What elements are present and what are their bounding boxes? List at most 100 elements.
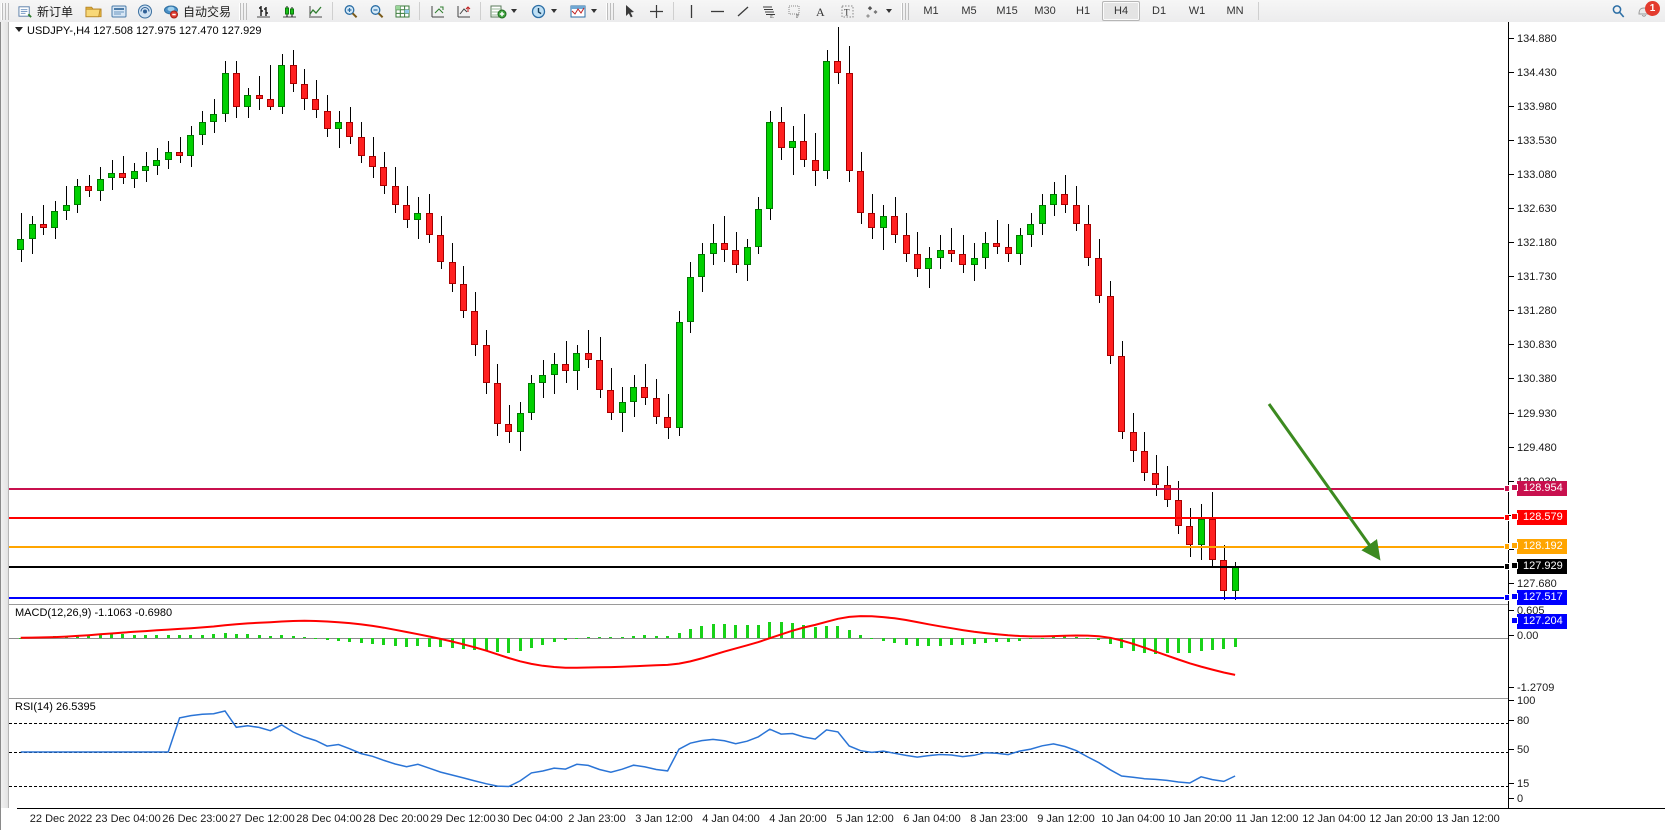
time-axis[interactable]: 22 Dec 2022 23 Dec 04:00 26 Dec 23:00 27 De… xyxy=(17,808,1665,831)
toolbar-grip-2[interactable] xyxy=(239,2,248,20)
level-line-stop-loss-1[interactable] xyxy=(9,596,1509,599)
price-axis[interactable]: 134.880 134.430 133.980 133.530 133.080 132.6… xyxy=(1508,22,1665,808)
macd-histogram-bar xyxy=(1086,637,1090,639)
timeframe-m1[interactable]: M1 xyxy=(923,5,939,17)
macd-histogram-bar xyxy=(802,624,806,638)
timeframe-m5[interactable]: M5 xyxy=(961,5,977,17)
bar-chart-button[interactable] xyxy=(250,0,276,22)
level-line-take-profit-2[interactable] xyxy=(9,488,1509,491)
price-chart-panel[interactable] xyxy=(9,22,1509,602)
macd-tick: -1.2709 xyxy=(1509,682,1554,694)
fibonacci-button[interactable]: E xyxy=(756,0,782,22)
period-caret-icon[interactable] xyxy=(551,9,558,13)
notification-button[interactable]: 1 xyxy=(1631,0,1665,22)
chart-shift-button[interactable] xyxy=(424,0,450,22)
macd-indicator-panel[interactable]: MACD(12,26,9) -1.1063 -0.6980 xyxy=(9,604,1509,697)
chart-menu-caret-icon[interactable] xyxy=(15,27,23,32)
text-button[interactable]: A xyxy=(808,0,834,22)
svg-text:E: E xyxy=(770,14,774,20)
timeframe-m30[interactable]: M30 xyxy=(1034,5,1056,17)
folder-button[interactable] xyxy=(80,0,106,22)
time-tick: 30 Dec 04:00 xyxy=(497,813,563,825)
toolbar-grip-3[interactable] xyxy=(606,2,615,20)
trendline-button[interactable] xyxy=(730,0,756,22)
search-button[interactable] xyxy=(1605,0,1631,22)
price-label-stop-loss-2[interactable]: 127.204 xyxy=(1511,613,1567,629)
timeframe-d1[interactable]: D1 xyxy=(1152,5,1167,17)
grid-button[interactable] xyxy=(389,0,415,22)
candlestick-chart-button[interactable] xyxy=(276,0,302,22)
zoom-in-button[interactable] xyxy=(337,0,363,22)
level-handle-entry-level[interactable] xyxy=(1504,542,1509,550)
cursor-tool-button[interactable] xyxy=(617,0,643,22)
auto-trading-button[interactable]: 自动交易 xyxy=(158,0,238,22)
indicators-icon xyxy=(489,2,507,20)
candle-wick xyxy=(644,363,646,406)
down-trend-arrow[interactable] xyxy=(9,22,1509,602)
macd-histogram-bar xyxy=(382,637,386,645)
chart-title: USDJPY-,H4 127.508 127.975 127.470 127.9… xyxy=(15,25,261,37)
macd-histogram-bar xyxy=(620,636,624,638)
timeframe-w1[interactable]: W1 xyxy=(1188,5,1206,17)
macd-histogram-bar xyxy=(427,637,431,647)
level-line-take-profit-1[interactable] xyxy=(9,516,1509,519)
rsi-tick: 100 xyxy=(1509,695,1535,707)
timeframe-h4[interactable]: H4 xyxy=(1102,1,1141,21)
svg-text:T: T xyxy=(844,7,850,17)
new-order-button[interactable]: 新订单 xyxy=(12,0,80,22)
level-handle-take-profit-1[interactable] xyxy=(1504,513,1509,521)
level-line-bid-price[interactable] xyxy=(9,565,1509,568)
candle-wick xyxy=(20,212,22,262)
horizontal-line-button[interactable] xyxy=(704,0,730,22)
indicators-button[interactable] xyxy=(485,0,525,22)
indicators-caret-icon[interactable] xyxy=(511,9,518,13)
price-label-take-profit-2[interactable]: 128.954 xyxy=(1511,481,1567,497)
chart-window[interactable]: USDJPY-,H4 127.508 127.975 127.470 127.9… xyxy=(0,22,1665,831)
level-handle-take-profit-2[interactable] xyxy=(1504,485,1509,493)
vertical-line-button[interactable] xyxy=(678,0,704,22)
price-label-bid-price[interactable]: 127.929 xyxy=(1511,558,1567,574)
channel-button[interactable]: F xyxy=(782,0,808,22)
shapes-caret-icon[interactable] xyxy=(886,9,893,13)
toolbar-grip[interactable] xyxy=(1,2,9,20)
auto-scroll-button[interactable] xyxy=(450,0,476,22)
price-label-stop-loss-1[interactable]: 127.517 xyxy=(1511,589,1567,605)
chart-plot-area[interactable]: USDJPY-,H4 127.508 127.975 127.470 127.9… xyxy=(9,22,1665,831)
candle-body xyxy=(471,310,479,345)
zoom-in-icon xyxy=(341,2,359,20)
candle-body xyxy=(754,208,762,247)
candle-wick xyxy=(259,76,260,111)
timeframe-mn[interactable]: MN xyxy=(1226,5,1244,17)
price-tick: 133.980 xyxy=(1509,101,1557,113)
candle-wick xyxy=(588,329,590,368)
macd-histogram-bar xyxy=(257,634,261,638)
macd-histogram-bar xyxy=(212,634,216,638)
templates-button[interactable] xyxy=(565,0,605,22)
zoom-out-button[interactable] xyxy=(363,0,389,22)
price-label-entry-level[interactable]: 128.192 xyxy=(1511,538,1567,554)
level-line-entry-level[interactable] xyxy=(9,545,1509,548)
period-button[interactable] xyxy=(525,0,565,22)
macd-histogram-bar xyxy=(110,634,113,638)
templates-caret-icon[interactable] xyxy=(591,9,598,13)
macd-histogram-bar xyxy=(995,637,999,643)
level-handle-bid-price[interactable] xyxy=(1504,562,1509,570)
time-tick: 22 Dec 2022 xyxy=(29,813,93,825)
level-handle-stop-loss-1[interactable] xyxy=(1504,593,1509,601)
candle-body xyxy=(1095,257,1103,296)
toolbar-grip-4[interactable] xyxy=(901,2,910,20)
macd-histogram-bar xyxy=(280,635,284,638)
shapes-button[interactable] xyxy=(860,0,900,22)
rsi-tick: 15 xyxy=(1509,778,1529,790)
terminal-button[interactable] xyxy=(106,0,132,22)
fibonacci-icon: E xyxy=(760,2,778,20)
candle-body xyxy=(459,284,467,311)
timeframe-m15[interactable]: M15 xyxy=(996,5,1018,17)
price-label-take-profit-1[interactable]: 128.579 xyxy=(1511,509,1567,525)
line-chart-button[interactable] xyxy=(302,0,328,22)
label-button[interactable]: T xyxy=(834,0,860,22)
crosshair-tool-button[interactable] xyxy=(643,0,669,22)
rsi-indicator-panel[interactable]: RSI(14) 26.5395 xyxy=(9,698,1509,809)
signals-button[interactable] xyxy=(132,0,158,22)
timeframe-h1[interactable]: H1 xyxy=(1076,5,1091,17)
